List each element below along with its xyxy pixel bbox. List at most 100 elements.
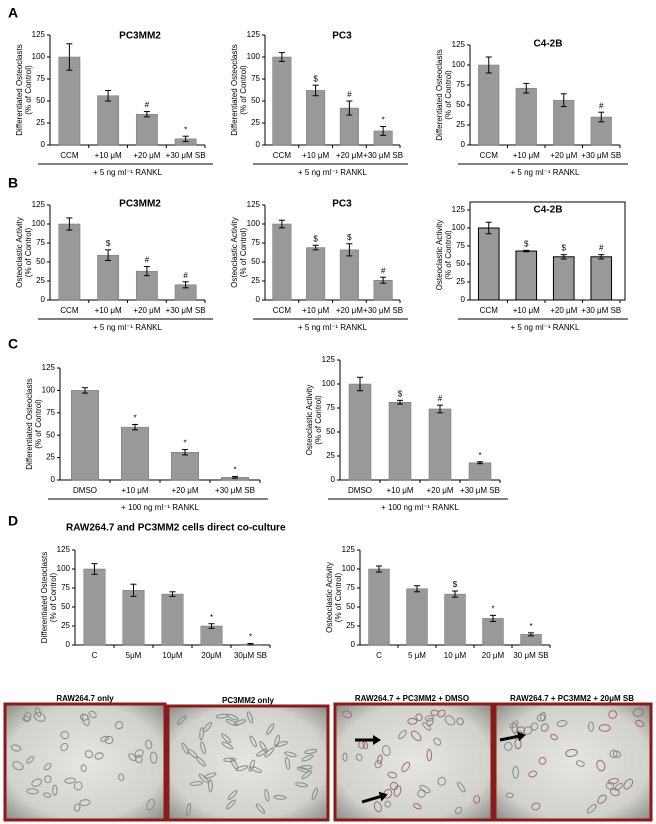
error-bar [523, 249, 530, 253]
cell [186, 802, 192, 816]
error-bar [560, 254, 567, 260]
cell [588, 721, 595, 732]
cell [398, 729, 407, 740]
y-tick-label: 125 [57, 545, 71, 554]
significance-label: * [382, 116, 385, 125]
cell [23, 712, 32, 722]
cell [12, 761, 24, 771]
chart-title: PC3 [332, 199, 352, 210]
cell [10, 744, 22, 752]
y-tick-label: 100 [42, 386, 56, 395]
cell [512, 765, 519, 779]
group-label: + 5 ng ml⁻¹ RANKL [93, 168, 162, 177]
y-tick-label: 50 [346, 602, 355, 611]
cell [79, 799, 91, 807]
cell [26, 756, 35, 764]
x-tick-label: +30 μM SB [581, 306, 621, 315]
error-bar [598, 254, 605, 260]
cell [190, 781, 203, 786]
cell [249, 735, 257, 748]
cell [221, 741, 234, 750]
cell [456, 717, 464, 726]
significance-label: $ [524, 239, 529, 248]
cell [614, 782, 624, 791]
cell [417, 789, 426, 798]
y-tick-label: 125 [32, 200, 46, 209]
bar [368, 568, 390, 646]
significance-label: # [381, 266, 386, 275]
y-tick-label: 75 [46, 408, 55, 417]
cell [609, 788, 620, 797]
chart-title: C4-2B [534, 205, 563, 216]
cell [523, 726, 533, 736]
bar [348, 383, 372, 481]
y-tick-label: 100 [452, 223, 466, 232]
significance-label: * [183, 439, 186, 448]
bar [71, 390, 99, 481]
cell [635, 719, 645, 728]
y-tick-label: 75 [61, 583, 70, 592]
bar [272, 56, 292, 146]
bar [306, 90, 326, 146]
cell [514, 738, 522, 750]
cell [227, 789, 238, 800]
group-label: + 100 ng ml⁻¹ RANKL [381, 503, 459, 512]
cell [437, 776, 447, 786]
bar [97, 95, 120, 146]
cell [31, 778, 42, 787]
error-bar [357, 376, 363, 392]
y-tick-label: 75 [36, 74, 45, 83]
cell [387, 771, 398, 779]
arrow-head [373, 735, 381, 745]
y-tick-label: 50 [456, 259, 465, 268]
y-axis-label: Osteoclastic Activity [325, 562, 334, 633]
y-tick-label: 25 [251, 118, 260, 127]
bar [339, 249, 359, 301]
bar [478, 64, 500, 146]
y-axis-label: (% of Control) [334, 572, 343, 622]
x-tick-label: +30 μM SB [363, 306, 403, 315]
x-tick-label: +10 μM [121, 486, 148, 495]
group-label: + 5 ng ml⁻¹ RANKL [511, 323, 580, 332]
significance-label: * [184, 125, 187, 134]
y-tick-label: 50 [36, 96, 45, 105]
bar [406, 588, 428, 646]
error-bar [312, 244, 319, 251]
x-tick-label: 20μM [201, 651, 222, 660]
cell [473, 795, 481, 804]
cell [597, 794, 607, 804]
error-bar [143, 111, 150, 118]
error-bar [278, 219, 285, 229]
error-bar [523, 82, 530, 94]
error-bar [346, 100, 353, 116]
y-tick-label: 75 [346, 583, 355, 592]
cell [246, 711, 254, 724]
cell [410, 730, 422, 742]
x-tick-label: 30 μM SB [513, 651, 548, 660]
y-axis-label: (% of Control) [34, 399, 43, 449]
x-tick-label: DMSO [348, 486, 372, 495]
cell [383, 788, 393, 799]
significance-label: $ [453, 580, 458, 589]
y-axis-label: Differentiated Osteoclasts [15, 44, 24, 135]
significance-label: $ [106, 239, 111, 248]
y-axis-label: Differentiated Osteoclasts [40, 552, 49, 643]
x-tick-label: +20 μM [336, 306, 363, 315]
cell [60, 730, 70, 740]
cell [149, 751, 158, 764]
significance-label: * [133, 414, 136, 423]
cell [284, 751, 297, 758]
micrograph [493, 702, 653, 822]
cell [259, 740, 268, 753]
cell [249, 766, 262, 773]
error-bar [560, 93, 567, 108]
y-tick-label: 25 [36, 118, 45, 127]
x-tick-label: +20 μM [133, 151, 160, 160]
cell [79, 713, 89, 721]
error-bar [376, 565, 382, 573]
cell [195, 756, 206, 767]
cell [538, 756, 547, 765]
cell [275, 740, 288, 747]
cell [444, 715, 456, 726]
group-label: + 100 ng ml⁻¹ RANKL [121, 503, 199, 512]
